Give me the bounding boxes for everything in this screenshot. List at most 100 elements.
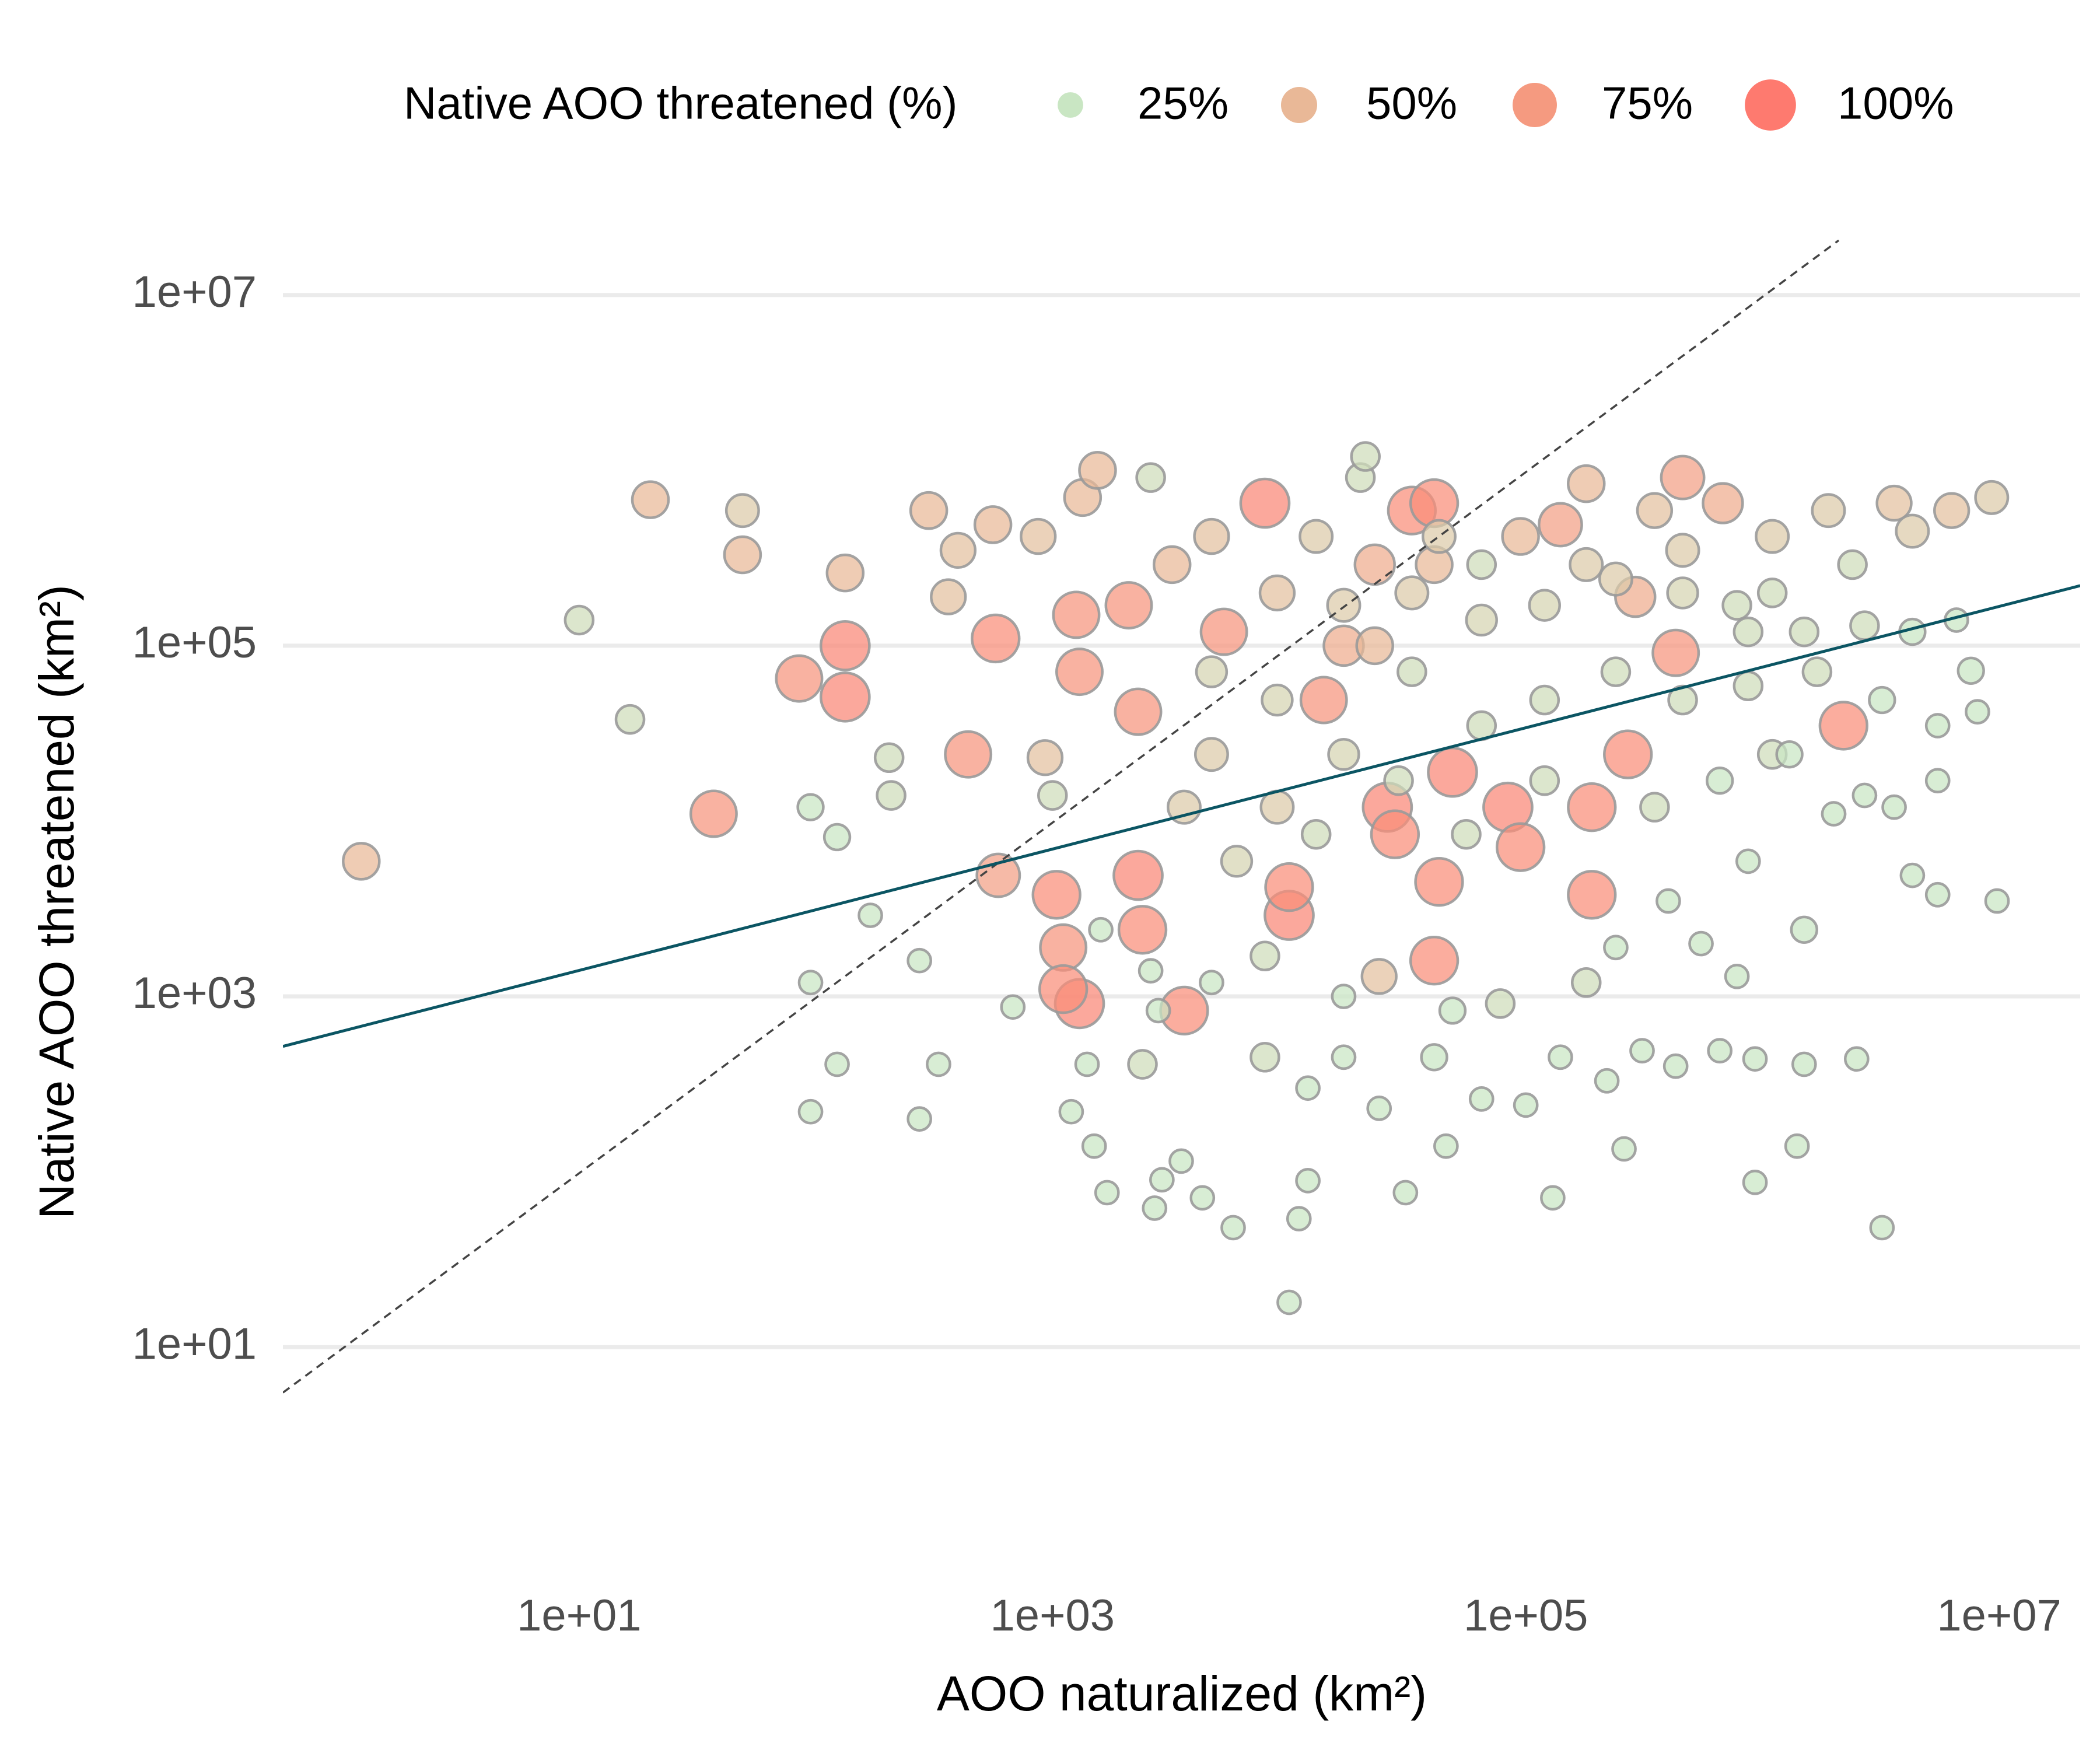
point (1567, 782, 1617, 832)
point (1220, 1215, 1246, 1241)
point (1433, 1133, 1459, 1159)
point (1656, 888, 1681, 914)
point (909, 491, 949, 530)
point (1875, 484, 1913, 522)
point (1427, 746, 1478, 798)
point (1250, 1042, 1280, 1073)
point (797, 1098, 824, 1125)
point (1264, 862, 1314, 912)
point (1611, 1136, 1637, 1162)
point (723, 535, 762, 575)
point (1984, 888, 2010, 914)
point (1899, 862, 1926, 888)
point (1784, 1133, 1810, 1159)
point (1843, 1046, 1870, 1072)
point (1801, 656, 1833, 687)
point (824, 1051, 850, 1077)
point (1724, 963, 1750, 989)
point (1421, 519, 1457, 554)
point (1295, 1075, 1321, 1101)
point (1127, 1049, 1158, 1080)
point (1038, 964, 1088, 1014)
point (1451, 818, 1482, 850)
point (1394, 575, 1430, 611)
point (973, 505, 1013, 544)
axes: 1e+01 1e+03 1e+05 1e+07 1e+01 1e+03 1e+05 1e+07 (132, 267, 2062, 1640)
point (1058, 1098, 1084, 1125)
y-tick-label: 1e+03 (132, 968, 257, 1018)
point (1396, 656, 1427, 687)
point (1603, 935, 1629, 961)
y-tick-label: 1e+01 (132, 1319, 257, 1369)
point (1370, 809, 1420, 859)
point (907, 947, 933, 974)
point (1261, 683, 1294, 717)
point (775, 654, 824, 703)
point (873, 742, 905, 774)
legend-label: 25% (1138, 78, 1228, 129)
point (1166, 789, 1202, 825)
point (1869, 1215, 1895, 1241)
legend: Native AOO threatened (%) 25% 50% 75% 100% (404, 78, 1954, 131)
point (1485, 988, 1516, 1019)
point (1195, 655, 1228, 688)
legend-label: 75% (1602, 78, 1693, 129)
point (1821, 801, 1847, 827)
point (1933, 492, 1971, 529)
point (1660, 454, 1706, 501)
point (1026, 739, 1064, 776)
point (1735, 848, 1761, 874)
point (1149, 1167, 1175, 1193)
point (1629, 1038, 1655, 1064)
point (1924, 881, 1951, 908)
point (797, 970, 824, 996)
point (1276, 1289, 1302, 1315)
legend-swatch (1513, 83, 1557, 127)
point (564, 604, 595, 636)
point (1189, 1185, 1216, 1211)
point (1138, 958, 1164, 984)
point (1420, 1043, 1448, 1072)
fit-line (283, 584, 2080, 1048)
point (1528, 589, 1561, 622)
point (1220, 845, 1254, 878)
point (1258, 574, 1296, 612)
legend-swatch (1058, 92, 1083, 118)
point (1468, 1086, 1494, 1112)
point (1074, 1051, 1100, 1077)
point (1513, 1092, 1539, 1118)
point (1355, 626, 1394, 666)
point (1732, 616, 1764, 648)
legend-label: 100% (1838, 78, 1954, 129)
point (342, 842, 381, 881)
point (1598, 561, 1633, 597)
point (907, 1106, 933, 1132)
y-axis-title: Native AOO threatened (km²) (29, 585, 84, 1219)
point (1538, 502, 1583, 548)
legend-label: 50% (1366, 78, 1457, 129)
point (1168, 1148, 1194, 1174)
point (1639, 792, 1670, 823)
point (1000, 994, 1026, 1020)
point (1594, 1068, 1620, 1094)
point (944, 730, 993, 779)
point (1974, 480, 2010, 515)
point (1414, 857, 1464, 907)
point (1567, 870, 1617, 920)
point (1721, 590, 1752, 621)
point (1666, 576, 1699, 610)
point (1194, 737, 1229, 772)
points (342, 441, 2010, 1315)
point (1566, 464, 1606, 503)
x-tick-label: 1e+07 (1937, 1591, 2061, 1640)
point (1152, 545, 1192, 585)
point (1570, 967, 1602, 998)
point (1837, 549, 1868, 580)
point (1636, 492, 1674, 529)
point (1881, 794, 1907, 820)
point (1039, 923, 1088, 972)
point (1705, 767, 1734, 795)
point (1818, 701, 1868, 751)
point (1603, 729, 1653, 779)
